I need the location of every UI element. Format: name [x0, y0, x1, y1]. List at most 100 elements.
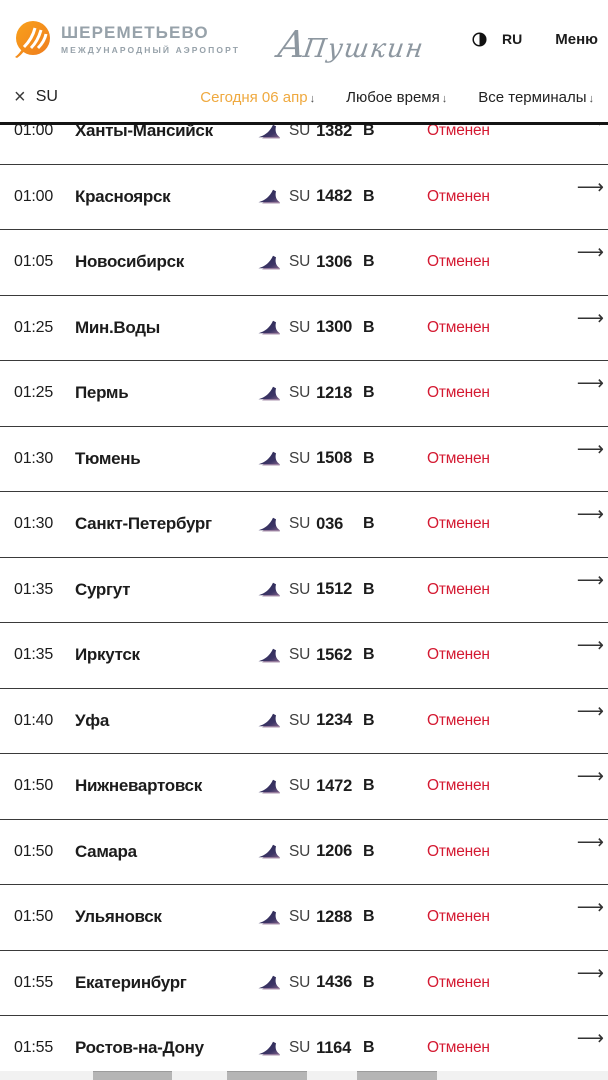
- flight-number: 1234: [316, 711, 353, 730]
- terminal-badge: В: [363, 449, 375, 467]
- arrow-right-icon[interactable]: ⟶: [576, 635, 604, 656]
- aeroflot-tail-icon: [258, 779, 280, 794]
- arrow-right-icon[interactable]: ⟶: [576, 766, 604, 787]
- aeroflot-tail-icon: [258, 451, 280, 466]
- flight-time: 01:50: [14, 842, 54, 860]
- flight-row[interactable]: 01:25 Мин.Воды SU 1300 В Отменен ⟶: [0, 295, 608, 361]
- sheremetyevo-logo[interactable]: ШЕРЕМЕТЬЕВО МЕЖДУНАРОДНЫЙ АЭРОПОРТ: [12, 18, 240, 60]
- arrow-right-icon[interactable]: ⟶: [576, 897, 604, 918]
- flight-destination: Ростов-на-Дону: [75, 1038, 204, 1058]
- flight-time: 01:50: [14, 908, 54, 926]
- flight-list: 01:00 Ханты-Мансийск SU 1382 В Отменен ⟶: [0, 125, 608, 1080]
- terminal-filter-dropdown[interactable]: Все терминалы ↓: [478, 89, 594, 106]
- contrast-icon[interactable]: [472, 31, 487, 47]
- aeroflot-tail-icon: [258, 713, 280, 728]
- carrier-code: SU: [289, 580, 311, 598]
- terminal-badge: В: [363, 777, 375, 795]
- menu-button[interactable]: Меню: [555, 30, 598, 48]
- pushkin-signature: АПушкин: [275, 23, 428, 66]
- arrow-right-icon[interactable]: ⟶: [576, 125, 604, 131]
- flight-row[interactable]: 01:25 Пермь SU 1218 В Отменен ⟶: [0, 361, 608, 427]
- flight-row[interactable]: 01:00 Ханты-Мансийск SU 1382 В Отменен ⟶: [0, 125, 608, 165]
- arrow-right-icon[interactable]: ⟶: [576, 176, 604, 198]
- time-filter-label: Любое время: [346, 88, 440, 106]
- flight-row[interactable]: 01:50 Ульяновск SU 1288 В Отменен ⟶: [0, 885, 608, 951]
- footer-tile: [227, 1071, 307, 1080]
- flight-info: SU 1300: [258, 318, 363, 337]
- flight-row[interactable]: 01:00 Красноярск SU 1482 В Отменен ⟶: [0, 164, 608, 230]
- flight-row[interactable]: 01:35 Иркутск SU 1562 В Отменен ⟶: [0, 623, 608, 689]
- language-switcher[interactable]: RU: [502, 31, 523, 47]
- aeroflot-tail-icon: [258, 255, 280, 270]
- close-icon[interactable]: ×: [14, 86, 26, 108]
- flight-time: 01:35: [14, 646, 54, 664]
- flight-destination: Екатеринбург: [75, 972, 187, 992]
- status-cancelled: Отменен: [427, 580, 490, 598]
- flight-destination: Красноярск: [75, 186, 171, 206]
- flight-row[interactable]: 01:05 Новосибирск SU 1306 В Отменен ⟶: [0, 230, 608, 296]
- status-cancelled: Отменен: [427, 711, 490, 729]
- carrier-code: SU: [289, 1039, 311, 1057]
- terminal-badge: В: [363, 646, 375, 664]
- arrow-right-icon[interactable]: ⟶: [576, 438, 604, 460]
- flight-destination: Уфа: [75, 710, 110, 730]
- arrow-right-icon[interactable]: ⟶: [576, 569, 604, 591]
- time-filter-dropdown[interactable]: Любое время ↓: [346, 89, 447, 106]
- status-cancelled: Отменен: [427, 253, 490, 271]
- flight-info: SU 1382: [258, 125, 363, 141]
- arrow-right-icon[interactable]: ⟶: [576, 831, 604, 853]
- flight-row[interactable]: 01:55 Екатеринбург SU 1436 В Отменен ⟶: [0, 950, 608, 1016]
- status-cancelled: Отменен: [427, 646, 490, 664]
- flight-row[interactable]: 01:35 Сургут SU 1512 В Отменен ⟶: [0, 557, 608, 623]
- terminal-badge: В: [363, 515, 375, 533]
- aeroflot-tail-icon: [258, 844, 280, 859]
- carrier-code: SU: [289, 318, 311, 336]
- terminal-badge: В: [363, 1039, 375, 1057]
- terminal-badge: В: [363, 711, 375, 729]
- terminal-filter-label: Все терминалы: [478, 88, 587, 106]
- flight-row[interactable]: 01:30 Санкт-Петербург SU 036 В Отменен ⟶: [0, 492, 608, 558]
- flight-destination: Самара: [75, 841, 137, 861]
- footer-tile: [357, 1071, 437, 1080]
- carrier-code: SU: [289, 973, 311, 991]
- status-cancelled: Отменен: [427, 125, 490, 140]
- chevron-down-icon: ↓: [441, 92, 448, 105]
- arrow-right-icon[interactable]: ⟶: [576, 504, 604, 525]
- flight-time: 01:00: [14, 187, 54, 205]
- footer-strip: [0, 1071, 608, 1080]
- airline-filter-chip[interactable]: × SU: [14, 87, 58, 107]
- status-cancelled: Отменен: [427, 908, 490, 926]
- arrow-right-icon[interactable]: ⟶: [576, 700, 604, 722]
- flight-destination: Новосибирск: [75, 252, 184, 272]
- chevron-down-icon: ↓: [588, 92, 595, 105]
- status-cancelled: Отменен: [427, 1039, 490, 1057]
- carrier-code: SU: [289, 908, 311, 926]
- flight-number: 1164: [316, 1038, 352, 1057]
- signature-name: Пушкин: [301, 33, 427, 64]
- flight-row[interactable]: 01:30 Тюмень SU 1508 В Отменен ⟶: [0, 426, 608, 492]
- flight-number: 1300: [316, 318, 353, 337]
- arrow-right-icon[interactable]: ⟶: [576, 373, 604, 394]
- arrow-right-icon[interactable]: ⟶: [576, 962, 604, 984]
- terminal-badge: В: [363, 384, 375, 402]
- flight-row[interactable]: 01:50 Самара SU 1206 В Отменен ⟶: [0, 819, 608, 885]
- status-cancelled: Отменен: [427, 842, 490, 860]
- aeroflot-tail-icon: [258, 125, 280, 139]
- flight-row[interactable]: 01:50 Нижневартовск SU 1472 В Отменен ⟶: [0, 754, 608, 820]
- flight-destination: Тюмень: [75, 448, 141, 468]
- terminal-badge: В: [363, 253, 375, 271]
- flight-time: 01:25: [14, 384, 54, 402]
- arrow-right-icon[interactable]: ⟶: [576, 1028, 604, 1049]
- flight-row[interactable]: 01:40 Уфа SU 1234 В Отменен ⟶: [0, 688, 608, 754]
- aeroflot-tail-icon: [258, 648, 280, 663]
- terminal-badge: В: [363, 908, 375, 926]
- flight-info: SU 1218: [258, 384, 363, 403]
- aeroflot-tail-icon: [258, 189, 280, 204]
- arrow-right-icon[interactable]: ⟶: [576, 307, 604, 329]
- date-filter-dropdown[interactable]: Сегодня 06 апр ↓: [200, 89, 315, 106]
- arrow-right-icon[interactable]: ⟶: [576, 242, 604, 263]
- aeroflot-tail-icon: [258, 320, 280, 335]
- flight-info: SU 1508: [258, 449, 363, 468]
- flight-number: 1436: [316, 973, 353, 992]
- flight-row[interactable]: 01:55 Ростов-на-Дону SU 1164 В Отменен ⟶: [0, 1016, 608, 1080]
